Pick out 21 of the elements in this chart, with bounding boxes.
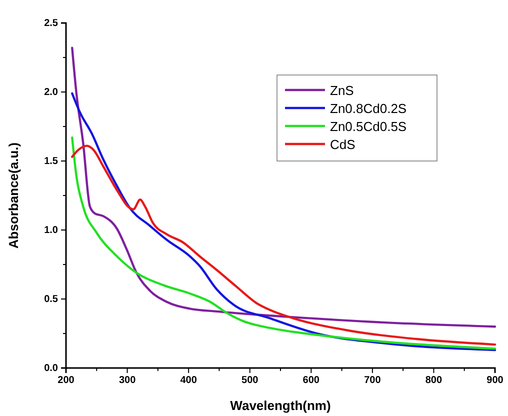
y-axis-title: Absorbance(a.u.) — [6, 142, 21, 249]
legend-label: Zn0.5Cd0.5S — [330, 119, 407, 134]
legend-label: CdS — [330, 137, 356, 152]
legend-label: Zn0.8Cd0.2S — [330, 101, 407, 116]
x-tick-label: 600 — [302, 375, 320, 386]
x-tick-label: 500 — [242, 375, 259, 386]
y-tick-label: 1.0 — [44, 225, 58, 236]
line-series — [71, 46, 496, 328]
y-tick-label: 1.5 — [44, 156, 58, 168]
y-tick-label: 2.0 — [44, 87, 58, 98]
x-tick-label: 300 — [118, 375, 136, 386]
x-axis-title: Wavelength(nm) — [230, 398, 331, 413]
y-tick-label: 2.5 — [44, 18, 58, 30]
x-tick-label: 700 — [364, 375, 382, 386]
x-tick-label: 800 — [425, 375, 442, 386]
y-tick-label: 0.0 — [44, 363, 58, 374]
x-tick-label: 200 — [58, 375, 75, 386]
legend-label: ZnS — [330, 83, 354, 98]
x-tick-label: 400 — [180, 375, 198, 386]
y-tick-label: 0.5 — [44, 294, 58, 306]
x-tick-label: 900 — [486, 375, 504, 386]
